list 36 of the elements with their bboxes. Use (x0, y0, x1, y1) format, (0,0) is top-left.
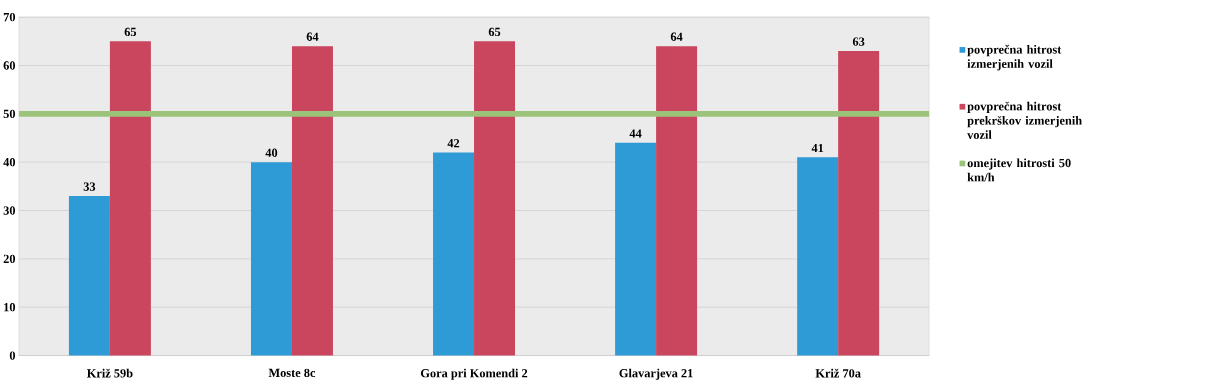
y-tick-label: 10 (4, 303, 16, 312)
y-tick-label: 30 (3, 206, 16, 215)
x-tick-label: Križ 59b (86, 368, 133, 378)
data-label: 63 (852, 37, 865, 46)
data-label: 44 (629, 129, 642, 138)
data-label: 33 (83, 182, 96, 191)
data-label: 65 (124, 27, 137, 37)
y-tick-label: 40 (3, 158, 16, 167)
data-label: 64 (306, 32, 319, 41)
bar (474, 41, 516, 356)
data-label: 42 (447, 139, 460, 148)
bar (250, 162, 292, 356)
bar (109, 41, 151, 356)
legend-label: omejitev hitrosti 50 km/h (967, 158, 1071, 182)
y-tick-label: 60 (3, 61, 16, 70)
bar (68, 196, 110, 356)
x-tick-label: Moste 8c (268, 368, 316, 378)
data-label: 40 (265, 148, 278, 157)
x-tick-label: Križ 70a (815, 368, 861, 378)
bar (291, 46, 333, 356)
y-tick-label: 20 (3, 254, 16, 264)
bar (615, 142, 657, 356)
y-tick-label: 50 (3, 109, 16, 119)
y-tick-label: 70 (3, 13, 16, 22)
x-tick-label: Gora pri Komendi 2 (420, 368, 528, 380)
data-label: 65 (488, 27, 501, 37)
x-tick-label: Glavarjeva 21 (619, 368, 693, 380)
bar (656, 46, 698, 356)
bar (838, 51, 880, 356)
data-label: 41 (811, 144, 824, 153)
bar (433, 152, 475, 356)
legend-label: povprečna hitrost izmerjenih vozil (967, 44, 1062, 71)
legend-label: povprečna hitrost prekrškov izmerjenih vozil (967, 101, 1082, 140)
data-label: 64 (670, 32, 683, 41)
y-tick-label: 0 (9, 351, 16, 360)
bar (797, 157, 839, 356)
